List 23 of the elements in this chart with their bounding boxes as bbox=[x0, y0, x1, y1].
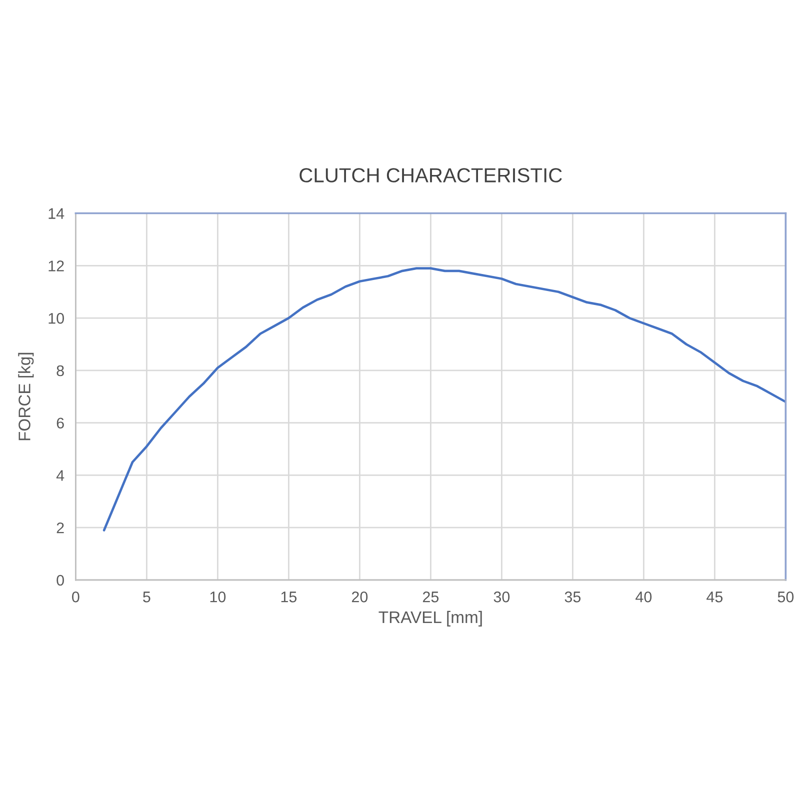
y-tick-label: 10 bbox=[48, 312, 64, 324]
y-tick-label: 6 bbox=[56, 418, 64, 429]
x-tick-label: 15 bbox=[281, 592, 297, 602]
y-tick-label: 4 bbox=[56, 470, 64, 481]
x-tick-label: 30 bbox=[494, 592, 510, 602]
x-tick-label: 5 bbox=[143, 592, 150, 602]
y-tick-label: 2 bbox=[56, 522, 64, 534]
x-tick-label: 40 bbox=[636, 592, 652, 602]
y-tick-label: 8 bbox=[56, 365, 64, 376]
x-tick-label: 35 bbox=[564, 592, 581, 602]
y-tick-label: 0 bbox=[56, 574, 64, 586]
x-tick-label: 45 bbox=[706, 592, 723, 602]
x-tick-label: 50 bbox=[778, 592, 794, 602]
x-tick-label: 25 bbox=[422, 592, 439, 602]
x-tick-label: 0 bbox=[72, 592, 80, 602]
x-tick-label: 20 bbox=[352, 592, 368, 602]
y-tick-label: 12 bbox=[48, 260, 64, 272]
chart-title: CLUTCH CHARACTERISTIC bbox=[300, 168, 562, 182]
x-axis-title: TRAVEL [mm] bbox=[378, 610, 482, 626]
y-axis-title: FORCE [kg] bbox=[18, 352, 34, 440]
y-tick-label: 14 bbox=[48, 208, 64, 219]
line-series bbox=[102, 267, 786, 532]
x-tick-label: 10 bbox=[210, 592, 226, 602]
